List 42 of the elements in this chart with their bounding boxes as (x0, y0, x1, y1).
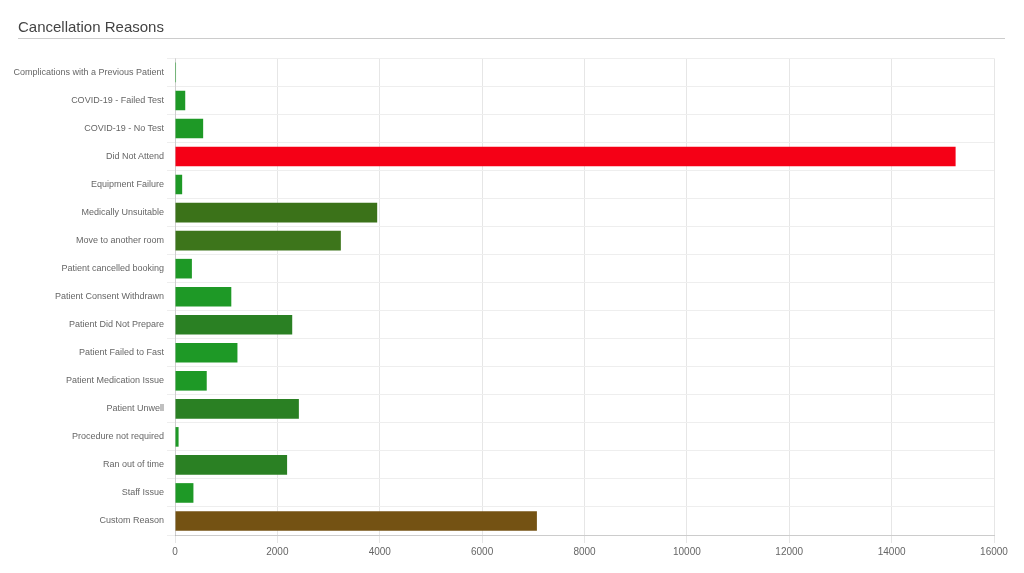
y-tick-label: COVID-19 - No Test (84, 122, 165, 133)
x-tick-label: 10000 (672, 545, 702, 557)
bar (175, 399, 299, 419)
y-tick-label: Ran out of time (102, 459, 164, 470)
bar (175, 118, 204, 139)
bar (175, 511, 537, 531)
bar (175, 202, 378, 223)
y-tick-label: Staff Issue (121, 487, 164, 498)
x-tick-label: 2000 (266, 545, 289, 557)
chart-title: Cancellation Reasons (18, 18, 1005, 39)
y-tick-label: COVID-19 - Failed Test (71, 94, 165, 105)
y-tick-label: Patient Failed to Fast (78, 347, 165, 358)
y-tick-label: Procedure not required (71, 431, 164, 442)
y-tick-label: Custom Reason (99, 515, 164, 526)
y-tick-label: Did Not Attend (105, 151, 164, 162)
y-tick-label: Medically Unsuitable (81, 207, 164, 218)
x-tick-label: 0 (172, 545, 179, 557)
bar (175, 258, 192, 279)
y-tick-label: Patient Unwell (106, 403, 164, 414)
x-tick-label: 12000 (775, 545, 804, 557)
y-tick-label: Patient cancelled booking (61, 263, 164, 274)
bar (175, 146, 956, 167)
x-tick-label: 6000 (471, 545, 494, 557)
bar (175, 483, 194, 503)
bar (175, 286, 232, 307)
y-tick-label: Patient Consent Withdrawn (54, 291, 164, 302)
y-tick-label: Equipment Failure (90, 179, 164, 190)
bar (175, 342, 238, 363)
y-tick-label: Patient Did Not Prepare (68, 319, 164, 330)
x-tick-label: 16000 (980, 545, 1009, 557)
x-tick-label: 8000 (573, 545, 597, 557)
bar (175, 230, 341, 251)
y-tick-label: Complications with a Previous Patient (13, 66, 165, 77)
bar (175, 427, 179, 447)
bar (175, 370, 207, 391)
bar (175, 314, 293, 335)
x-tick-label: 14000 (877, 545, 906, 557)
y-tick-label: Move to another room (75, 235, 164, 246)
y-tick-label: Patient Medication Issue (65, 375, 164, 386)
x-tick-label: 4000 (368, 545, 392, 557)
bar (175, 455, 288, 475)
bar (175, 90, 186, 111)
